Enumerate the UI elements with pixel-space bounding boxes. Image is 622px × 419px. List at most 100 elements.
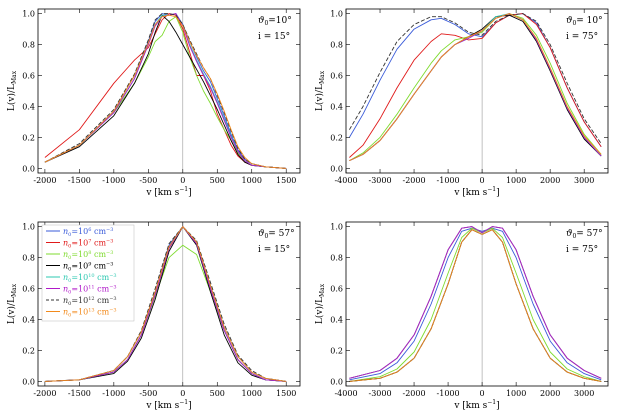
plot-frame — [37, 221, 301, 387]
y-tick-label: 0.8 — [330, 41, 343, 50]
y-tick-label: 0.0 — [330, 164, 343, 173]
x-tick-label: 2000 — [540, 389, 560, 398]
y-tick-label: 1.0 — [330, 10, 343, 19]
chart-panel-top-right: -4000 -3000 -2000 -1000 0 1000 2000 3000 0.0 0.2 0… — [314, 8, 609, 198]
theta-annotation: ϑ0= 57° — [566, 229, 603, 240]
x-tick-label: -500 — [139, 389, 157, 398]
inclination-annotation: i = 75° — [566, 245, 598, 255]
plot-frame — [345, 8, 609, 174]
x-tick-label: 500 — [210, 389, 225, 398]
chart-panel-bottom-left: -2000 -1500 -1000 -500 0 500 1000 1500 0.0 0.2 0.4… — [6, 221, 301, 411]
legend-label-1e6: n0=106 cm−3 — [63, 227, 113, 238]
legend-label-1e7: n0=107 cm−3 — [63, 239, 113, 250]
plot-frame — [345, 221, 609, 387]
x-tick-label: 0 — [480, 176, 485, 185]
y-tick-label: 0.6 — [330, 72, 343, 81]
y-tick-label: 0.4 — [22, 315, 35, 324]
y-tick-label: 1.0 — [22, 223, 35, 232]
y-tick-label: 0.2 — [22, 133, 35, 142]
x-tick-label: -2000 — [403, 389, 426, 398]
x-tick-label: 1000 — [506, 389, 526, 398]
y-tick-label: 0.6 — [330, 285, 343, 294]
x-tick-label: -1000 — [102, 176, 125, 185]
x-tick-label: -4000 — [334, 176, 357, 185]
y-axis-label: L(v)/LMax — [6, 70, 18, 111]
chart-panel-top-left: -2000 -1500 -1000 -500 0 500 1000 1500 0.0 0.2 0.4… — [6, 8, 301, 198]
inclination-annotation: i = 75° — [566, 32, 598, 42]
x-tick-label: -3000 — [368, 176, 391, 185]
series-line-1e11 — [44, 13, 287, 169]
x-tick-label: 1000 — [242, 389, 262, 398]
x-tick-label: 0 — [180, 176, 185, 185]
y-tick-label: 0.2 — [330, 346, 343, 355]
series-line-1e10 — [349, 226, 602, 379]
legend-label-1e10: n0=1010 cm−3 — [63, 273, 117, 284]
legend: n0=106 cm−3n0=107 cm−3n0=108 cm−3n0=109 … — [41, 224, 135, 322]
series-group — [44, 226, 287, 382]
series-line-1e6 — [349, 227, 602, 381]
series-group — [44, 13, 287, 169]
x-axis-label: v [km s−1] — [145, 399, 191, 411]
y-tick-label: 0.4 — [330, 102, 343, 111]
x-tick-label: 3000 — [574, 176, 594, 185]
panels-group: -2000 -1500 -1000 -500 0 500 1000 1500 0.0 0.2 0.4… — [6, 8, 609, 411]
y-tick-label: 0.6 — [22, 285, 35, 294]
legend-label-1e13: n0=1013 cm−3 — [63, 308, 117, 319]
x-tick-label: -1000 — [437, 389, 460, 398]
y-tick-label: 0.4 — [22, 102, 35, 111]
series-line-1e9 — [349, 14, 602, 162]
x-tick-label: -2000 — [33, 389, 56, 398]
x-tick-label: 3000 — [574, 389, 594, 398]
inclination-annotation: i = 15° — [258, 32, 290, 42]
x-tick-label: -1000 — [437, 176, 460, 185]
legend-label-1e12: n0=1012 cm−3 — [63, 296, 117, 307]
x-tick-label: 1500 — [276, 389, 296, 398]
x-tick-label: -1500 — [68, 389, 91, 398]
y-tick-label: 0.8 — [22, 254, 35, 263]
x-tick-label: 0 — [180, 389, 185, 398]
x-axis-label: v [km s−1] — [453, 186, 499, 198]
series-group — [349, 226, 602, 382]
y-tick-label: 0.6 — [22, 72, 35, 81]
series-line-1e7 — [349, 13, 602, 158]
series-line-1e13 — [349, 13, 602, 162]
series-line-1e13 — [44, 226, 287, 382]
series-line-1e13 — [44, 14, 287, 169]
y-tick-label: 0.2 — [22, 346, 35, 355]
legend-label-1e11: n0=1011 cm−3 — [63, 285, 117, 296]
series-line-1e12 — [44, 13, 287, 169]
theta-annotation: ϑ0= 10° — [566, 16, 603, 27]
x-tick-label: -2000 — [33, 176, 56, 185]
plot-frame — [37, 8, 301, 174]
x-tick-label: -3000 — [368, 389, 391, 398]
series-group — [349, 13, 602, 162]
inclination-annotation: i = 15° — [258, 245, 290, 255]
x-tick-label: 2000 — [540, 176, 560, 185]
legend-label-1e9: n0=109 cm−3 — [63, 262, 113, 273]
x-tick-label: 1000 — [506, 176, 526, 185]
x-tick-label: -1500 — [68, 176, 91, 185]
x-tick-label: 500 — [210, 176, 225, 185]
series-line-1e13 — [349, 229, 602, 382]
series-line-1e11 — [349, 226, 602, 379]
series-line-1e9 — [44, 14, 287, 169]
chart-panel-bottom-right: -4000 -3000 -2000 -1000 0 1000 2000 3000 0.0 0.2 0… — [314, 221, 609, 411]
x-tick-label: -4000 — [334, 389, 357, 398]
y-tick-label: 1.0 — [330, 223, 343, 232]
y-tick-label: 0.0 — [22, 377, 35, 386]
x-axis-label: v [km s−1] — [453, 399, 499, 411]
x-tick-label: -500 — [139, 176, 157, 185]
y-tick-label: 0.2 — [330, 133, 343, 142]
x-tick-label: 1500 — [276, 176, 296, 185]
x-tick-label: 1000 — [242, 176, 262, 185]
y-tick-label: 1.0 — [22, 10, 35, 19]
y-axis-label: L(v)/LMax — [314, 70, 326, 111]
series-line-1e8 — [44, 16, 287, 169]
theta-annotation: ϑ0=10° — [258, 16, 292, 27]
series-line-1e12 — [349, 13, 602, 144]
series-line-1e12 — [44, 226, 287, 382]
legend-frame — [41, 224, 135, 322]
y-tick-label: 0.0 — [22, 164, 35, 173]
y-tick-label: 0.4 — [330, 315, 343, 324]
